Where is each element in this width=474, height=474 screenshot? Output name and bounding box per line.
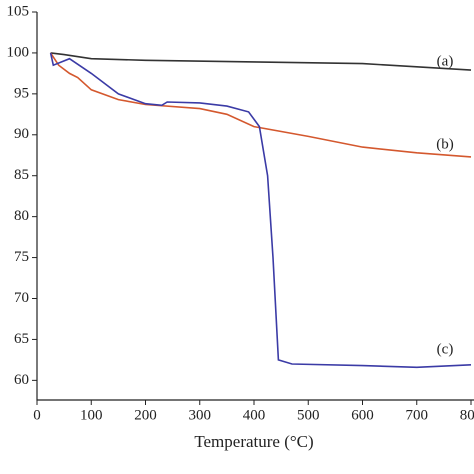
x-tick-label: 600 bbox=[351, 407, 374, 423]
x-tick-label: 800 bbox=[460, 407, 474, 423]
series-line bbox=[49, 52, 472, 158]
y-tick-label: 60 bbox=[14, 372, 29, 388]
x-axis-label: Temperature (°C) bbox=[194, 432, 313, 451]
annotation: (c) bbox=[437, 341, 454, 357]
y-tick-label: 85 bbox=[14, 167, 29, 183]
x-tick-label: 200 bbox=[134, 407, 157, 423]
x-tick-label: 0 bbox=[33, 407, 41, 423]
series-line bbox=[50, 52, 472, 71]
axes bbox=[36, 12, 474, 401]
x-tick-label: 100 bbox=[80, 407, 103, 423]
y-tick-label: 95 bbox=[14, 85, 29, 101]
y-tick-label: 105 bbox=[7, 3, 30, 19]
x-tick-label: 400 bbox=[243, 407, 266, 423]
y-tick-label: 75 bbox=[14, 249, 29, 265]
annotation: (a) bbox=[437, 53, 454, 69]
y-tick-label: 80 bbox=[14, 208, 29, 224]
x-tick-label: 300 bbox=[189, 407, 212, 423]
series-line bbox=[49, 52, 472, 369]
x-tick-label: 700 bbox=[406, 407, 429, 423]
annotation: (b) bbox=[436, 136, 454, 152]
y-tick-label: 70 bbox=[14, 290, 29, 306]
x-tick-label: 500 bbox=[297, 407, 320, 423]
y-tick-label: 90 bbox=[14, 126, 29, 142]
y-tick-label: 100 bbox=[7, 44, 30, 60]
y-tick-label: 65 bbox=[14, 331, 29, 347]
